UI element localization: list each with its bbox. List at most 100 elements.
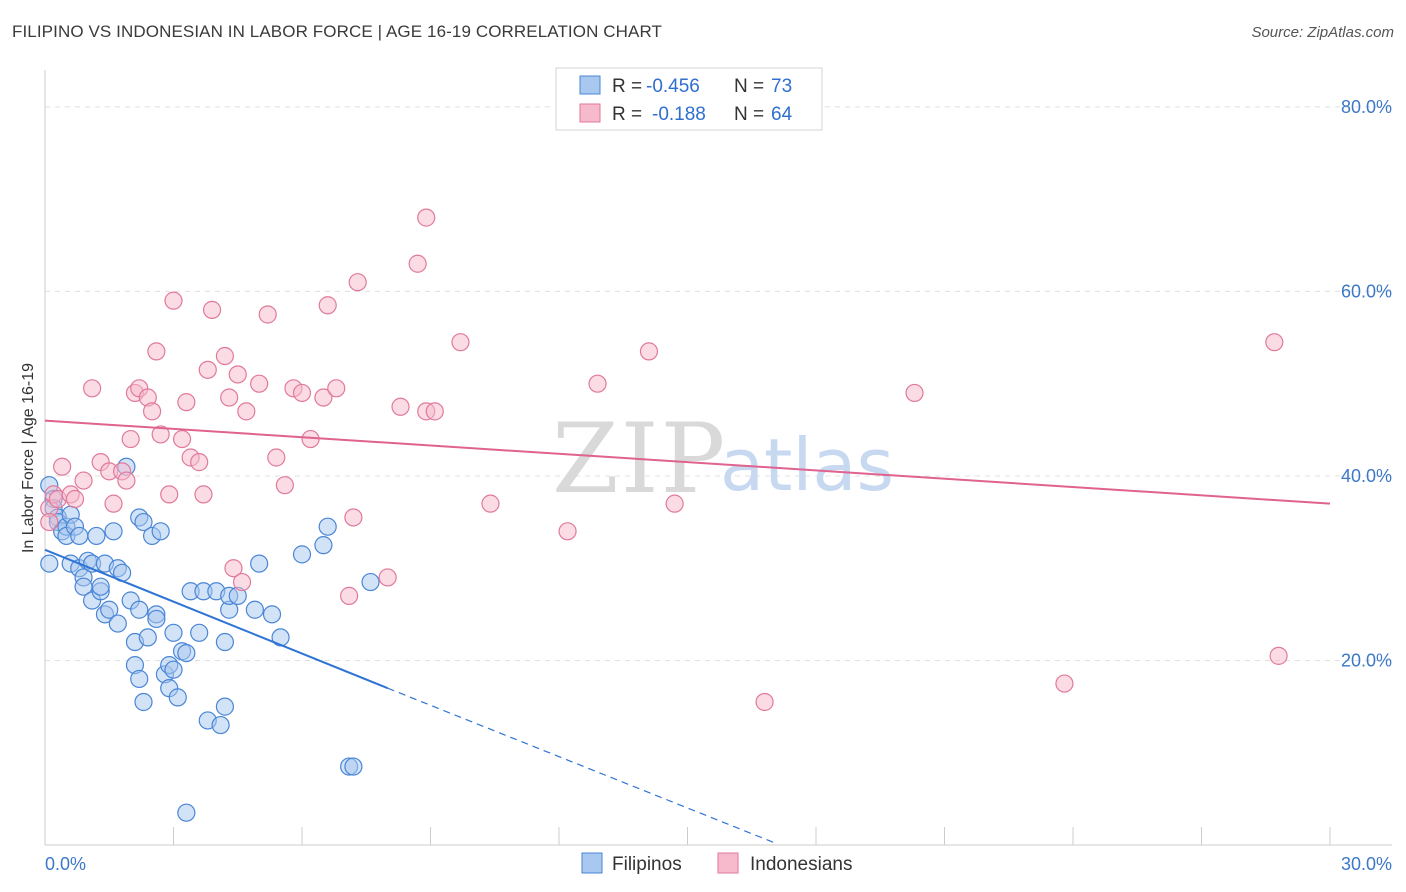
filipino-point-71 [344, 757, 363, 776]
indonesian-point-39 [275, 476, 294, 495]
x-tick-label-min: 0.0% [45, 854, 86, 874]
indonesian-point-41 [292, 383, 312, 403]
filipino-point-24 [100, 600, 119, 619]
indonesian-point-20 [151, 425, 170, 444]
axes [44, 70, 1392, 846]
filipino-point-42 [151, 522, 170, 541]
indonesian-point-43 [314, 388, 333, 407]
correlation-legend: R = -0.456 N = 73 R = -0.188 N = 64 [555, 67, 823, 131]
legend-r-label-2: R = [612, 104, 642, 125]
filipino-point-64 [250, 554, 269, 573]
indonesian-point-44 [318, 296, 337, 315]
indonesian-point-55 [451, 333, 470, 352]
indonesian-point-23 [172, 429, 192, 449]
filipino-point-50 [177, 643, 196, 663]
bottom-legend-swatch-indonesians [717, 852, 739, 874]
legend-n-label-2: N = [734, 104, 764, 125]
filipino-point-72 [361, 572, 380, 592]
indonesian-point-8 [83, 379, 102, 398]
indonesian-point-62 [905, 383, 924, 403]
indonesian-point-36 [250, 374, 269, 393]
filipino-point-68 [314, 536, 333, 555]
indonesian-point-58 [588, 374, 607, 393]
filipino-point-35 [134, 692, 153, 712]
indonesian-point-38 [267, 448, 286, 467]
legend-n-value-2: 64 [771, 104, 793, 125]
indonesian-point-21 [160, 485, 179, 504]
filipino-point-67 [292, 545, 312, 564]
indonesian-point-63 [1055, 674, 1074, 693]
series-legend: Filipinos Indonesians [581, 852, 852, 875]
filipino-point-21 [91, 577, 110, 596]
filipino-point-59 [215, 697, 234, 716]
indonesian-point-65 [1269, 646, 1288, 665]
filipino-point-38 [138, 628, 157, 647]
filipino-trend-line [44, 548, 389, 690]
indonesian-points [40, 208, 1288, 712]
indonesian-point-61 [755, 692, 774, 712]
filipino-point-34 [130, 600, 149, 619]
indonesian-point-6 [65, 489, 85, 509]
filipino-point-53 [190, 623, 209, 642]
indonesian-point-19 [147, 342, 166, 361]
indonesian-point-33 [228, 365, 247, 384]
filipino-point-63 [245, 600, 264, 619]
y-tick-labels: 20.0% 40.0% 60.0% 80.0% [1341, 97, 1392, 671]
indonesian-point-31 [220, 388, 239, 407]
legend-swatch-filipinos [579, 75, 601, 95]
indonesian-point-37 [258, 305, 277, 324]
indonesian-point-22 [164, 291, 183, 310]
indonesian-point-60 [665, 494, 684, 513]
indonesian-point-32 [224, 559, 243, 578]
bottom-legend-filipinos: Filipinos [612, 854, 682, 875]
grid-lines [45, 106, 1392, 661]
x-ticks [173, 827, 1331, 845]
filipino-point-33 [130, 669, 149, 689]
watermark-atlas: atlas [720, 423, 894, 507]
filipino-point-19 [87, 526, 106, 546]
bottom-legend-swatch-filipinos [581, 852, 603, 874]
filipino-point-69 [318, 517, 337, 536]
indonesian-point-57 [558, 522, 577, 541]
indonesian-point-11 [104, 494, 123, 513]
indonesian-point-7 [74, 471, 93, 490]
indonesian-point-54 [425, 402, 444, 421]
indonesian-point-56 [481, 494, 500, 513]
x-tick-label-max: 30.0% [1341, 854, 1392, 874]
source-label: Source: ZipAtlas.com [1251, 24, 1394, 41]
y-tick-label-40: 40.0% [1341, 466, 1392, 486]
filipino-point-25 [104, 522, 123, 541]
filipino-point-37 [134, 512, 153, 532]
legend-n-value-1: 73 [771, 76, 792, 97]
indonesian-point-47 [344, 508, 363, 527]
filipino-point-1 [40, 554, 59, 573]
filipino-point-41 [147, 609, 166, 629]
y-tick-label-60: 60.0% [1341, 281, 1392, 301]
filipino-points [40, 457, 380, 822]
indonesian-point-18 [142, 402, 162, 421]
indonesian-point-49 [378, 568, 397, 587]
chart-title: FILIPINO VS INDONESIAN IN LABOR FORCE | … [12, 22, 663, 41]
filipino-trend-extension [387, 687, 774, 843]
indonesian-point-59 [639, 342, 659, 361]
filipino-point-11 [70, 526, 89, 546]
filipino-point-57 [211, 715, 230, 735]
indonesian-point-4 [53, 457, 72, 476]
trend-lines [44, 419, 1331, 843]
legend-r-label-1: R = [612, 76, 642, 97]
indonesian-point-46 [340, 586, 359, 605]
filipino-point-65 [262, 605, 282, 624]
watermark: ZIP atlas [552, 403, 894, 515]
indonesian-point-1 [40, 512, 59, 532]
indonesian-point-52 [417, 208, 436, 227]
indonesian-trend-line [44, 419, 1331, 505]
y-tick-label-20: 20.0% [1341, 650, 1392, 670]
indonesian-point-51 [408, 254, 427, 273]
bottom-legend-indonesians: Indonesians [750, 854, 852, 875]
indonesian-point-28 [198, 360, 217, 379]
legend-n-label-1: N = [734, 76, 764, 97]
filipino-point-46 [164, 623, 183, 642]
indonesian-point-14 [121, 429, 140, 449]
legend-r-value-2: -0.188 [652, 104, 706, 125]
